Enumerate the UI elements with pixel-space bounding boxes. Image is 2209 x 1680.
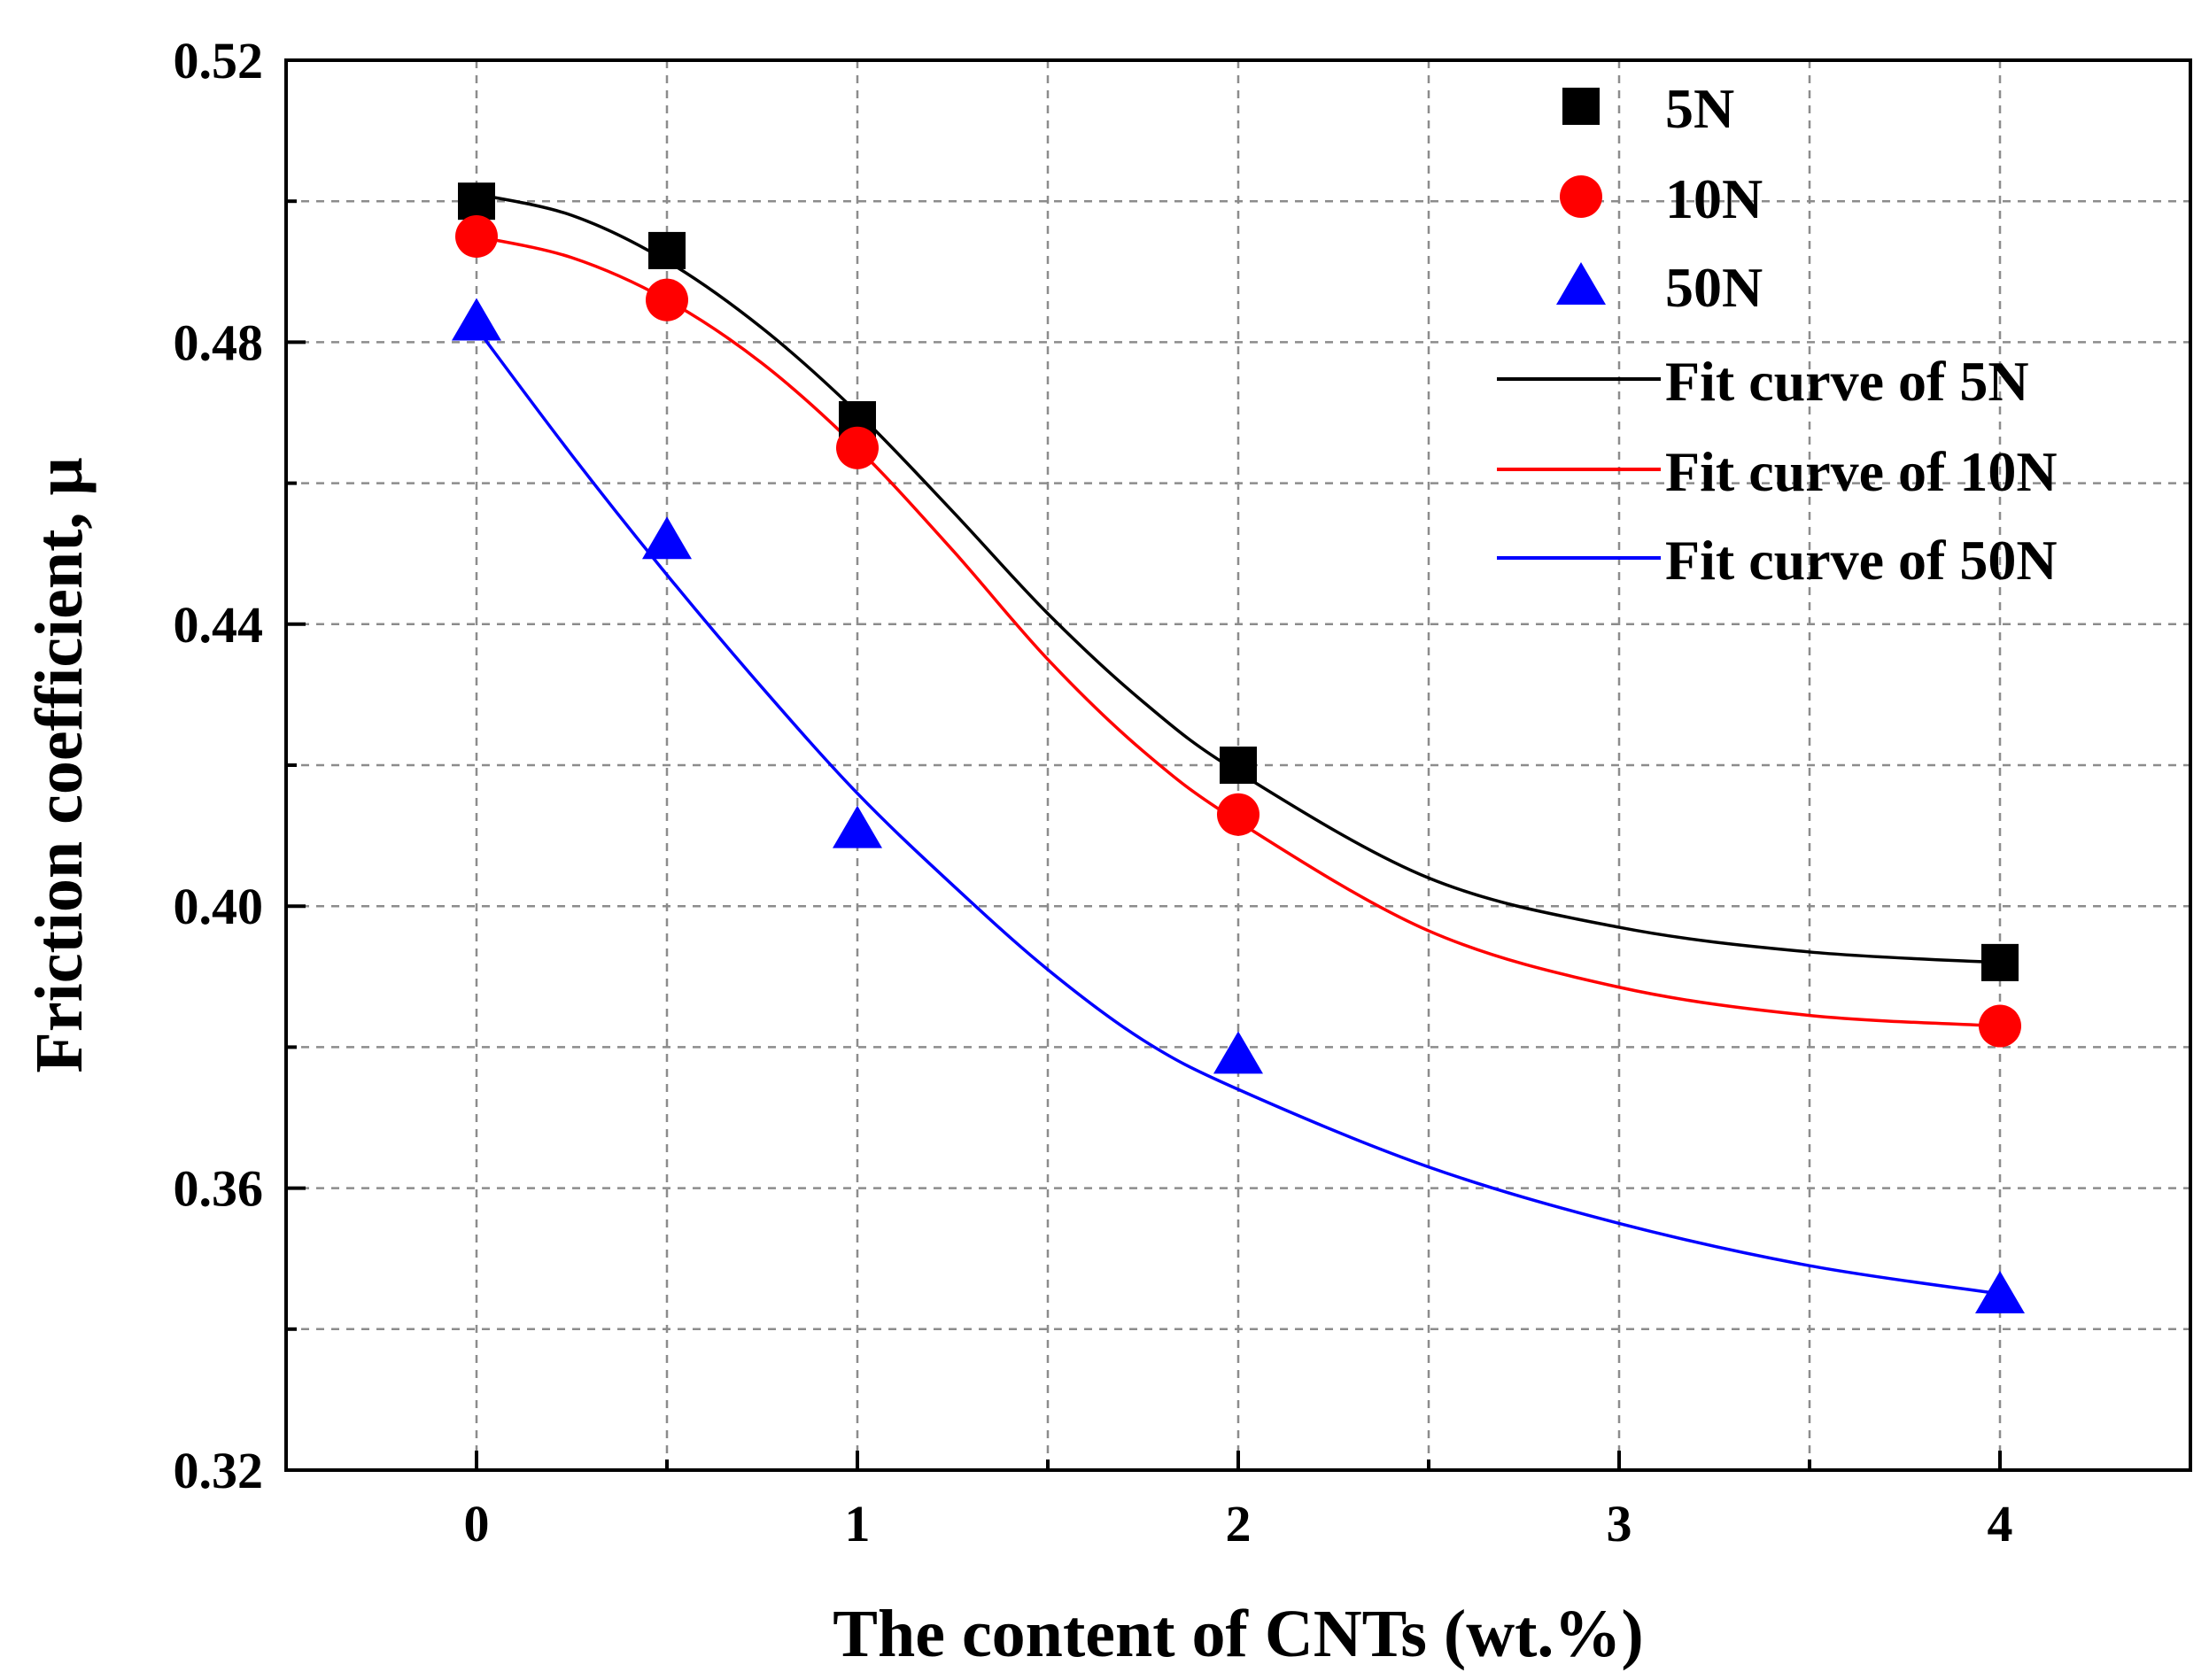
fit-curve-2 (475, 327, 2001, 1296)
marker-5N (648, 231, 686, 269)
y-tick-label: 0.52 (174, 32, 264, 89)
marker-10N (836, 426, 879, 469)
y-tick-label: 0.36 (174, 1160, 264, 1218)
legend-label: 50N (1665, 256, 1763, 319)
y-axis-title: Friction coefficient, μ (22, 457, 97, 1072)
marker-50N (452, 298, 501, 341)
y-tick-label: 0.48 (174, 314, 264, 371)
legend-marker-10N (1560, 175, 1602, 218)
y-tick-label: 0.32 (174, 1442, 264, 1499)
marker-5N (458, 182, 495, 221)
marker-50N (642, 516, 692, 560)
y-tick-label: 0.40 (174, 878, 264, 935)
x-tick-label: 4 (1988, 1495, 2013, 1552)
x-tick-label: 3 (1607, 1495, 1632, 1552)
x-tick-label: 1 (845, 1495, 871, 1552)
legend-label: 5N (1665, 77, 1734, 140)
fit-curve-1 (476, 235, 2001, 1028)
fit-curves (475, 192, 2001, 1296)
legend-label: Fit curve of 50N (1665, 529, 2058, 592)
marker-10N (646, 278, 688, 321)
legend-marker-5N (1562, 88, 1600, 125)
legend-label: Fit curve of 10N (1665, 440, 2058, 503)
marker-50N (1213, 1031, 1263, 1074)
x-axis-title: The content of CNTs (wt.%) (833, 1597, 1644, 1671)
x-tick-label: 2 (1226, 1495, 1252, 1552)
marker-50N (833, 805, 882, 848)
x-tick-label: 0 (464, 1495, 490, 1552)
marker-5N (1220, 747, 1257, 784)
legend-marker-50N (1556, 262, 1606, 305)
axis-ticks (286, 58, 2002, 1472)
y-tick-label: 0.44 (174, 596, 264, 654)
legend: 5N 10N 50N Fit curve of 5N Fit curve of 10N F… (1497, 77, 2058, 592)
marker-50N (1975, 1271, 2025, 1313)
marker-5N (1981, 943, 2019, 981)
legend-label: Fit curve of 5N (1665, 350, 2029, 413)
marker-10N (1217, 793, 1260, 836)
data-markers (452, 182, 2025, 1313)
fit-curve-0 (476, 192, 2001, 964)
axis-tick-labels: 0 1 2 3 4 0.32 0.36 0.40 0.44 0.48 0.52 (174, 32, 2013, 1552)
legend-label: 10N (1665, 167, 1763, 230)
marker-10N (455, 215, 498, 258)
marker-10N (1979, 1004, 2021, 1048)
